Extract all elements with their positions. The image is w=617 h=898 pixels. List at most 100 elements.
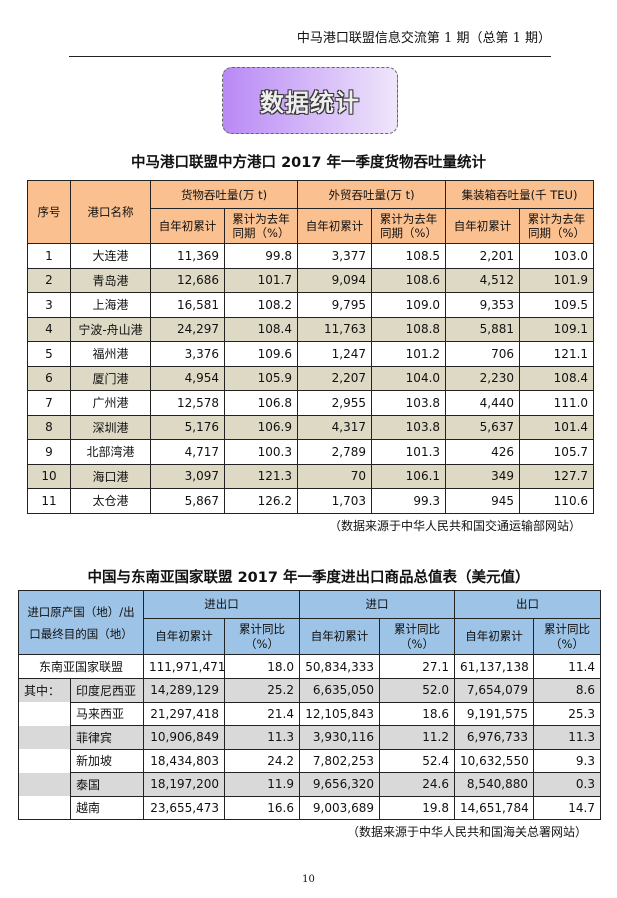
group-header: 进口 xyxy=(299,590,455,619)
cell: 11.3 xyxy=(224,725,300,750)
cell: 3,376 xyxy=(150,341,225,367)
sub-header: 自年初累计 xyxy=(299,618,380,655)
row-number: 8 xyxy=(27,414,71,440)
country-name: 越南 xyxy=(70,795,144,820)
asean-trade-table: 进口原产国（地）/出口最终目的国（地） 进出口 进口 出口 自年初累计 累计同比… xyxy=(18,590,601,820)
cell: 7,654,079 xyxy=(454,678,534,703)
cell: 111,971,471 xyxy=(143,654,225,679)
spacer-cell xyxy=(18,796,71,820)
cell: 3,930,116 xyxy=(299,725,380,750)
cell: 50,834,333 xyxy=(299,654,380,679)
row-number: 9 xyxy=(27,439,71,465)
cell: 1,247 xyxy=(297,341,373,367)
row-number: 11 xyxy=(27,488,71,514)
table-row: 新加坡 18,434,803 24.2 7,802,253 52.4 10,632,550… xyxy=(18,748,601,773)
cell: 349 xyxy=(445,463,521,489)
country-name: 马来西亚 xyxy=(70,701,144,726)
cell: 4,317 xyxy=(297,414,373,440)
cell: 126.2 xyxy=(223,488,299,514)
cell: 14,289,129 xyxy=(143,678,225,703)
table-row: 越南 23,655,473 16.6 9,003,689 19.8 14,651,784 1… xyxy=(18,795,601,820)
sub-header: 自年初累计 xyxy=(454,618,534,655)
row-number: 6 xyxy=(27,365,71,391)
cell: 9,656,320 xyxy=(299,772,380,797)
sub-header: 累计为去年同期（%） xyxy=(223,208,299,244)
cell: 11.4 xyxy=(533,654,601,679)
sub-header: 自年初累计 xyxy=(445,208,521,244)
port-name: 广州港 xyxy=(70,390,151,416)
port-name: 厦门港 xyxy=(70,365,151,391)
cell: 5,637 xyxy=(445,414,521,440)
cell: 4,717 xyxy=(150,439,225,465)
cell: 10,906,849 xyxy=(143,725,225,750)
port-name: 上海港 xyxy=(70,292,151,318)
group-header: 集装箱吞吐量(千 TEU) xyxy=(445,180,595,209)
cell: 10,632,550 xyxy=(454,748,534,773)
cell: 101.3 xyxy=(371,439,447,465)
group-header: 外贸吞吐量(万 t) xyxy=(297,180,447,209)
port-name: 福州港 xyxy=(70,341,151,367)
sub-header: 累计同比（%） xyxy=(379,618,455,655)
table-row: 9 北部湾港 4,717 100.3 2,789 101.3 426 105.7 xyxy=(27,439,595,465)
cell: 110.6 xyxy=(519,488,595,514)
cell: 16.6 xyxy=(224,795,300,820)
table-row: 11 太仓港 5,867 126.2 1,703 99.3 945 110.6 xyxy=(27,488,595,514)
cell: 121.1 xyxy=(519,341,595,367)
cell: 8.6 xyxy=(533,678,601,703)
table-row: 7 广州港 12,578 106.8 2,955 103.8 4,440 111.0 xyxy=(27,390,595,416)
cell: 105.7 xyxy=(519,439,595,465)
cell: 5,176 xyxy=(150,414,225,440)
cell: 9.3 xyxy=(533,748,601,773)
table-row: 10 海口港 3,097 121.3 70 106.1 349 127.7 xyxy=(27,463,595,489)
cell: 99.3 xyxy=(371,488,447,514)
cell: 108.5 xyxy=(371,243,447,269)
cell: 23,655,473 xyxy=(143,795,225,820)
cell: 12,578 xyxy=(150,390,225,416)
row-number: 2 xyxy=(27,267,71,293)
cell: 108.6 xyxy=(371,267,447,293)
row-number: 1 xyxy=(27,243,71,269)
row-number: 4 xyxy=(27,316,71,342)
cell: 27.1 xyxy=(379,654,455,679)
cell: 18.0 xyxy=(224,654,300,679)
cell: 7,802,253 xyxy=(299,748,380,773)
cell: 21.4 xyxy=(224,701,300,726)
cell: 24.2 xyxy=(224,748,300,773)
group-header: 货物吞吐量(万 t) xyxy=(149,180,299,209)
cell: 127.7 xyxy=(519,463,595,489)
port-name: 大连港 xyxy=(70,243,151,269)
row-number: 5 xyxy=(27,341,71,367)
cell: 0.3 xyxy=(533,772,601,797)
cell: 16,581 xyxy=(150,292,225,318)
cell: 25.2 xyxy=(224,678,300,703)
cell: 108.4 xyxy=(519,365,595,391)
cell: 106.1 xyxy=(371,463,447,489)
table-row: 2 青岛港 12,686 101.7 9,094 108.6 4,512 101.9 xyxy=(27,267,595,293)
row-number: 3 xyxy=(27,292,71,318)
port-throughput-table: 序号 港口名称 货物吞吐量(万 t) 外贸吞吐量(万 t) 集装箱吞吐量(千 T… xyxy=(27,180,595,514)
cell: 9,191,575 xyxy=(454,701,534,726)
sub-header: 累计同比（%） xyxy=(224,618,300,655)
cell: 945 xyxy=(445,488,521,514)
sub-header: 累计为去年同期（%） xyxy=(371,208,447,244)
port-name: 北部湾港 xyxy=(70,439,151,465)
cell: 4,440 xyxy=(445,390,521,416)
row-number: 10 xyxy=(27,463,71,489)
sub-header: 累计同比（%） xyxy=(533,618,601,655)
group-header: 进出口 xyxy=(143,590,300,619)
cell: 3,097 xyxy=(150,463,225,489)
cell: 5,867 xyxy=(150,488,225,514)
cell: 14,651,784 xyxy=(454,795,534,820)
sub-header: 自年初累计 xyxy=(143,618,225,655)
cell: 121.3 xyxy=(223,463,299,489)
total-row: 东南亚国家联盟 111,971,471 18.0 50,834,333 27.1… xyxy=(18,654,601,679)
table-row: 3 上海港 16,581 108.2 9,795 109.0 9,353 109.5 xyxy=(27,292,595,318)
cell: 99.8 xyxy=(223,243,299,269)
cell: 103.8 xyxy=(371,414,447,440)
cell: 108.4 xyxy=(223,316,299,342)
cell: 100.3 xyxy=(223,439,299,465)
cell: 426 xyxy=(445,439,521,465)
table1-source: （数据来源于中华人民共和国交通运输部网站） xyxy=(328,519,581,533)
cell: 109.0 xyxy=(371,292,447,318)
